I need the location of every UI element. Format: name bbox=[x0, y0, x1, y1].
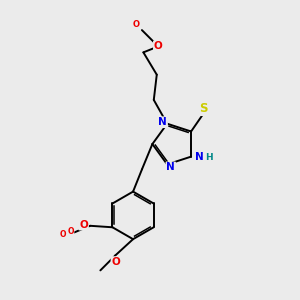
Text: O: O bbox=[59, 230, 66, 239]
Text: O: O bbox=[154, 41, 163, 51]
Text: N: N bbox=[195, 152, 204, 162]
Text: N: N bbox=[167, 162, 175, 172]
Text: O: O bbox=[68, 227, 74, 236]
Text: O: O bbox=[111, 257, 120, 267]
Text: O: O bbox=[79, 220, 88, 230]
Text: O: O bbox=[133, 20, 140, 29]
Text: S: S bbox=[200, 102, 208, 115]
Text: N: N bbox=[158, 117, 167, 127]
Text: H: H bbox=[205, 153, 213, 162]
